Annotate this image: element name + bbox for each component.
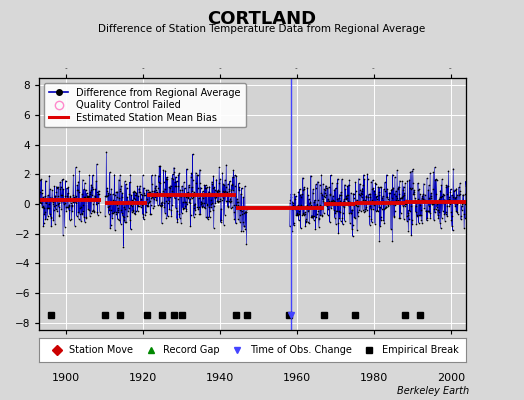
Text: 1900: 1900 [52, 373, 80, 383]
Text: 2000: 2000 [437, 373, 465, 383]
Text: Difference of Station Temperature Data from Regional Average: Difference of Station Temperature Data f… [99, 24, 425, 34]
Text: 1940: 1940 [206, 373, 234, 383]
Text: 1920: 1920 [129, 373, 157, 383]
Text: 1960: 1960 [283, 373, 311, 383]
Legend: Difference from Regional Average, Quality Control Failed, Estimated Station Mean: Difference from Regional Average, Qualit… [44, 83, 246, 128]
Text: CORTLAND: CORTLAND [208, 10, 316, 28]
Text: Berkeley Earth: Berkeley Earth [397, 386, 469, 396]
Text: 1980: 1980 [360, 373, 388, 383]
Legend: Station Move, Record Gap, Time of Obs. Change, Empirical Break: Station Move, Record Gap, Time of Obs. C… [44, 342, 462, 358]
